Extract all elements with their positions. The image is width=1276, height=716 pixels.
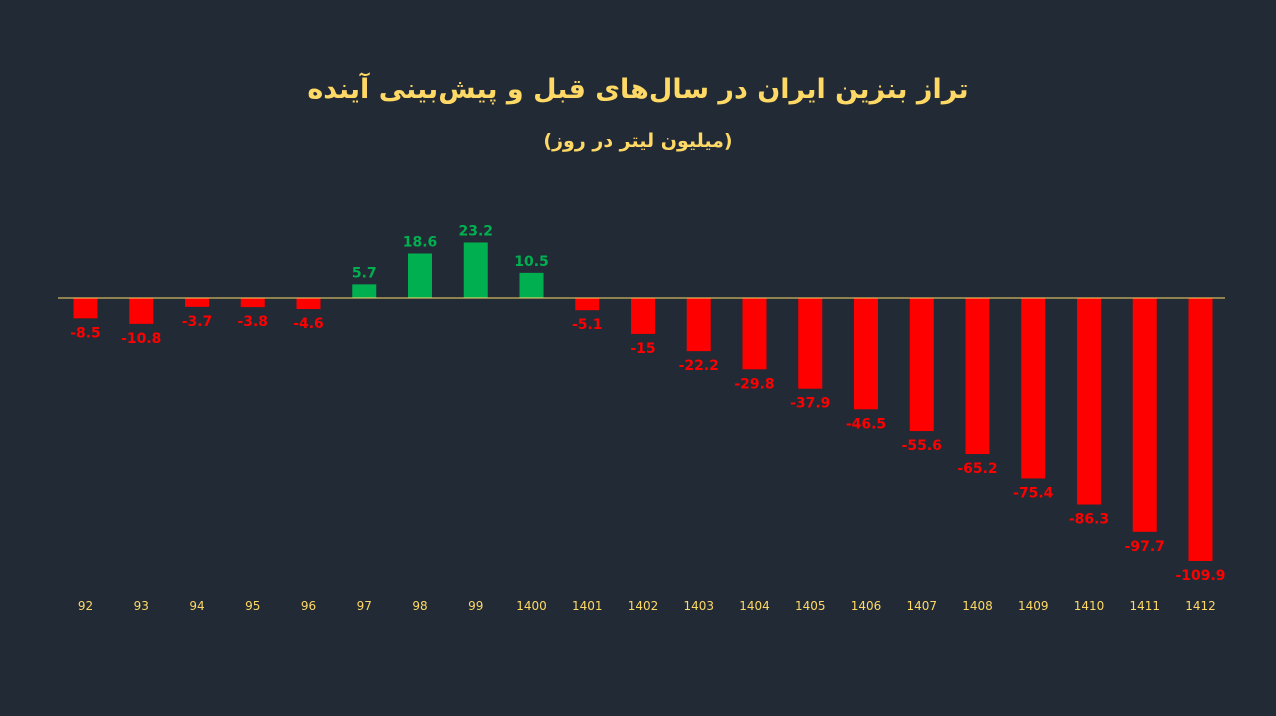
value-labels-group: -8.5 -10.8 -3.7 -3.8 -4.6 5.7 18.6 23.2 10.5 -5.1… [70,223,1225,584]
x-tick-label-1401: 1401 [572,599,603,613]
value-label-1401: -5.1 [572,317,603,333]
value-label-1410: -86.3 [1069,512,1109,528]
bar-1410 [1077,298,1101,505]
value-label-1406: -46.5 [846,416,886,432]
value-label-1408: -65.2 [957,461,997,477]
x-tick-label-99: 99 [468,599,483,613]
bar-96 [296,298,321,310]
x-tick-label-92: 92 [78,599,93,613]
x-tick-label-1409: 1409 [1018,599,1049,613]
bar-1405 [798,298,823,389]
bar-94 [185,298,209,307]
bar-99 [463,242,488,298]
x-tick-labels-group: 92 93 94 95 96 97 98 99 1400 1401 1402 1403 1404 1405… [78,599,1216,613]
bar-95 [240,298,265,308]
value-label-1412: -109.9 [1175,568,1225,584]
value-label-93: -10.8 [121,331,161,347]
bar-1408 [965,298,990,455]
value-label-1407: -55.6 [902,438,942,454]
bar-98 [408,253,432,298]
bar-92 [73,298,98,319]
value-label-92: -8.5 [70,325,101,341]
x-tick-label-95: 95 [245,599,260,613]
bar-1403 [686,298,711,352]
x-tick-label-1412: 1412 [1185,599,1216,613]
bar-1400 [519,272,544,298]
bar-93 [129,298,154,324]
x-tick-label-97: 97 [357,599,372,613]
value-label-97: 5.7 [352,265,377,281]
value-label-1403: -22.2 [679,358,719,374]
x-tick-label-1402: 1402 [628,599,659,613]
bars-group [73,242,1213,561]
bar-1411 [1132,298,1157,532]
value-label-1405: -37.9 [790,396,830,412]
x-tick-label-1400: 1400 [516,599,547,613]
chart-subtitle: (میلیون لیتر در روز) [543,130,733,152]
bar-97 [352,284,377,298]
value-label-95: -3.8 [237,314,268,330]
bar-1404 [742,298,767,370]
chart-title: تراز بنزین ایران در سال‌های قبل و پیش‌بی… [307,74,969,105]
x-tick-label-1403: 1403 [683,599,714,613]
value-label-1402: -15 [630,341,655,357]
x-tick-label-1406: 1406 [851,599,882,613]
value-label-96: -4.6 [293,316,324,332]
value-label-1411: -97.7 [1125,539,1165,555]
value-label-1409: -75.4 [1013,485,1054,501]
bar-1401 [575,298,600,311]
x-tick-label-1408: 1408 [962,599,993,613]
value-label-1404: -29.8 [734,376,774,392]
x-tick-label-96: 96 [301,599,316,613]
bar-1406 [854,298,878,410]
x-tick-label-1404: 1404 [739,599,770,613]
x-tick-label-94: 94 [189,599,204,613]
x-tick-label-1405: 1405 [795,599,826,613]
x-tick-label-93: 93 [134,599,149,613]
bar-1409 [1021,298,1046,479]
value-label-98: 18.6 [403,234,438,250]
value-label-99: 23.2 [458,223,493,239]
bar-1402 [631,298,655,334]
x-tick-label-1411: 1411 [1129,599,1160,613]
value-label-1400: 10.5 [514,254,549,270]
x-tick-label-1407: 1407 [906,599,937,613]
value-label-94: -3.7 [182,314,213,330]
x-tick-label-98: 98 [412,599,427,613]
bar-1407 [909,298,934,432]
x-tick-label-1410: 1410 [1074,599,1105,613]
bar-1412 [1188,298,1213,561]
